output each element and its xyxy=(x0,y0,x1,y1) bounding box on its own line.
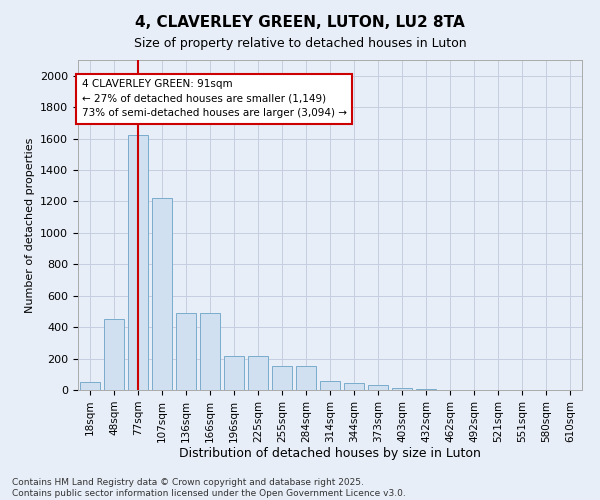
Bar xyxy=(344,383,364,390)
Bar xyxy=(176,313,196,390)
Bar xyxy=(296,366,316,390)
Bar xyxy=(128,136,148,390)
Y-axis label: Number of detached properties: Number of detached properties xyxy=(25,138,35,312)
Bar xyxy=(368,386,388,390)
Text: 4 CLAVERLEY GREEN: 91sqm
← 27% of detached houses are smaller (1,149)
73% of sem: 4 CLAVERLEY GREEN: 91sqm ← 27% of detach… xyxy=(82,79,347,118)
Bar xyxy=(80,382,100,390)
Bar xyxy=(104,320,124,390)
Bar xyxy=(392,388,412,390)
Text: Contains HM Land Registry data © Crown copyright and database right 2025.
Contai: Contains HM Land Registry data © Crown c… xyxy=(12,478,406,498)
Bar xyxy=(200,313,220,390)
Bar xyxy=(152,198,172,390)
Text: Size of property relative to detached houses in Luton: Size of property relative to detached ho… xyxy=(134,38,466,51)
Text: 4, CLAVERLEY GREEN, LUTON, LU2 8TA: 4, CLAVERLEY GREEN, LUTON, LU2 8TA xyxy=(135,15,465,30)
Bar xyxy=(248,356,268,390)
Bar xyxy=(224,356,244,390)
Bar xyxy=(272,366,292,390)
Bar xyxy=(320,380,340,390)
X-axis label: Distribution of detached houses by size in Luton: Distribution of detached houses by size … xyxy=(179,448,481,460)
